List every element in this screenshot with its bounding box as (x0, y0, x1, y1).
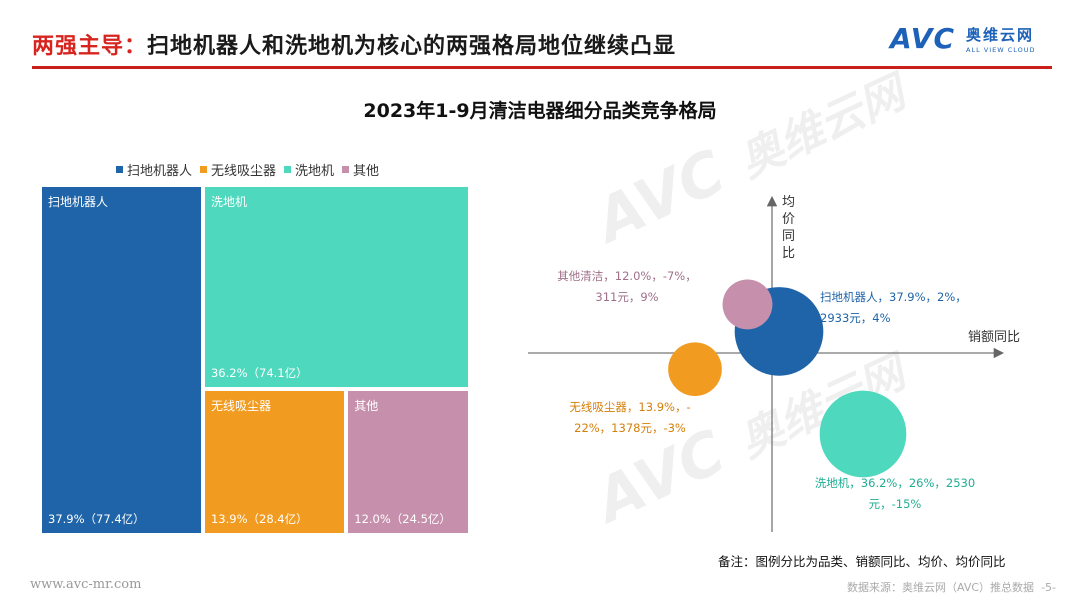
treemap-tile-other: 其他 12.0%（24.5亿） (346, 389, 470, 535)
treemap-tile-vacuum: 无线吸尘器 13.9%（28.4亿） (202, 389, 347, 535)
footer-url: www.avc-mr.com (30, 577, 142, 592)
category-treemap: 扫地机器人 37.9%（77.4亿） 洗地机 36.2%（74.1亿） 无线吸尘… (40, 185, 470, 535)
bubble-point (722, 279, 773, 330)
tile-value: 37.9%（77.4亿） (48, 512, 145, 526)
legend-swatch (116, 166, 123, 173)
legend-swatch (284, 166, 292, 173)
bubble-point (668, 342, 722, 397)
legend-item: 洗地机 (284, 160, 334, 179)
bubble-data-label: 无线吸尘器，13.9%，- (569, 400, 690, 414)
page-title: 两强主导：扫地机器人和洗地机为核心的两强格局地位继续凸显 (32, 28, 676, 60)
tile-value: 12.0%（24.5亿） (354, 511, 451, 526)
logo-cn: 奥维云网 (966, 26, 1035, 44)
tile-value: 13.9%（28.4亿） (210, 511, 308, 526)
legend-label: 扫地机器人 (127, 164, 193, 179)
avc-logo: AVC 奥维云网 ALL VIEW CLOUD (890, 22, 1060, 62)
y-axis-label-line: 价 (782, 212, 795, 227)
legend-swatch (342, 166, 350, 173)
tile-value: 36.2%（74.1亿） (210, 366, 308, 381)
bubble-data-label: 2933元，4% (820, 311, 891, 325)
legend-label: 无线吸尘器 (211, 164, 277, 179)
treemap-tile-washer: 洗地机 36.2%（74.1亿） (202, 185, 470, 390)
bubble-series: 扫地机器人，37.9%，2%， 2933元，4% 洗地机，36.2%，26%，253… (557, 269, 975, 511)
data-source: 数据来源：奥维云网（AVC）推总数据 (847, 581, 1035, 594)
page-title-body: 扫地机器人和洗地机为核心的两强格局地位继续凸显 (147, 34, 677, 59)
bubble-data-label: 22%，1378元，-3% (574, 421, 686, 435)
page-title-prefix: 两强主导： (32, 34, 148, 59)
treemap-tile-robot: 扫地机器人 37.9%（77.4亿） (40, 185, 203, 535)
y-axis-label-line: 均 (782, 195, 795, 210)
x-axis-label: 销额同比 (968, 330, 1020, 345)
logo-en: ALL VIEW CLOUD (966, 46, 1036, 54)
bubble-data-label: 洗地机，36.2%，26%，2530 (815, 476, 975, 490)
treemap-legend: 扫地机器人 无线吸尘器 洗地机 其他 (116, 160, 381, 179)
bubble-data-label: 311元，9% (595, 290, 658, 304)
legend-item: 其他 (342, 160, 379, 179)
legend-item: 扫地机器人 (116, 160, 192, 179)
tile-name: 扫地机器人 (48, 195, 109, 209)
growth-bubble-chart: 销额同比 均 价 同 比 扫地机器人，37.9%，2%， 2933元，4% 洗地机，… (528, 195, 1020, 532)
chart-title: 2023年1-9月清洁电器细分品类竞争格局 (363, 100, 717, 122)
footnote: 备注：图例分比为品类、销额同比、均价、均价同比 (718, 554, 1006, 569)
page-number: -5- (1041, 581, 1056, 594)
legend-swatch (200, 166, 208, 173)
tile-name: 洗地机 (210, 195, 247, 209)
y-axis-label-line: 比 (782, 246, 795, 261)
bubble-point (819, 390, 907, 478)
legend-label: 洗地机 (295, 164, 335, 179)
tile-name: 无线吸尘器 (210, 399, 271, 414)
bubble-data-label: 扫地机器人，37.9%，2%， (820, 290, 967, 304)
logo-mark: AVC (890, 22, 955, 55)
header-divider (32, 66, 1052, 69)
y-axis-label-line: 同 (782, 229, 795, 244)
tile-name: 其他 (354, 399, 379, 414)
bubble-data-label: 其他清洁，12.0%，-7%， (557, 269, 696, 283)
legend-item: 无线吸尘器 (200, 160, 276, 179)
legend-label: 其他 (353, 164, 380, 179)
bubble-data-label: 元，-15% (869, 497, 922, 511)
footer-source: 数据来源：奥维云网（AVC）推总数据 -5- (847, 579, 1056, 595)
